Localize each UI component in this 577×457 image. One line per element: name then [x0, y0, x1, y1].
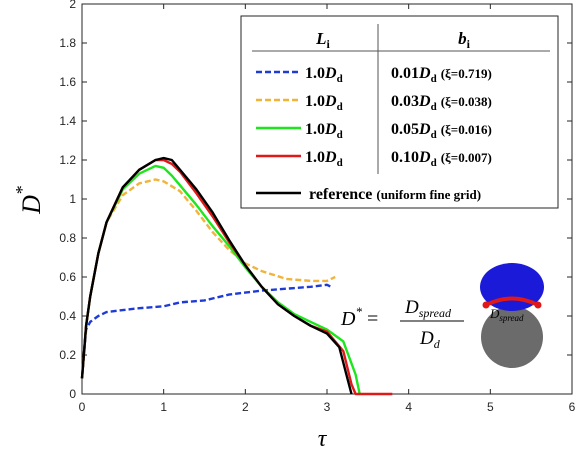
x-tick-label: 6 [569, 400, 576, 414]
y-tick-label: 1 [69, 192, 76, 206]
legend-b-value: 0.01Dd (ξ=0.719) [391, 65, 492, 85]
y-tick-label: 0.6 [59, 270, 76, 284]
x-axis-title: τ [318, 426, 328, 452]
equation-numerator: Dspread [404, 297, 452, 320]
legend-l-value: 1.0Dd [305, 93, 343, 113]
y-tick-label: 0.2 [59, 348, 76, 362]
x-tick-label: 4 [405, 400, 412, 414]
droplet-illustration: Dspread [480, 263, 544, 368]
legend-header-left: Li [315, 29, 330, 51]
y-tick-label: 1.6 [59, 75, 76, 89]
legend-l-value: 1.0Dd [305, 149, 343, 169]
x-tick-label: 2 [242, 400, 249, 414]
y-tick-label: 2 [69, 0, 76, 11]
legend-l-value: 1.0Dd [305, 121, 343, 141]
y-tick-label: 1.8 [59, 36, 76, 50]
legend-box [240, 15, 559, 209]
y-tick-label: 0.8 [59, 231, 76, 245]
y-tick-label: 0.4 [59, 309, 76, 323]
legend: Li bi 1.0Dd 0.01Dd (ξ=0.719) 1.0Dd 0.03Dd (ξ=… [240, 15, 559, 209]
legend-reference-label: reference (uniform fine grid) [309, 186, 481, 203]
x-tick-label: 0 [79, 400, 86, 414]
equation-denominator: Dd [419, 328, 441, 351]
spread-dot-left [482, 301, 490, 309]
y-axis-title: D* [12, 186, 46, 215]
axis-ticks: 0 1 2 3 4 5 6 0 0.2 0.4 0.6 0.8 1 1.2 1.4 1.6 1.8 2 [59, 0, 575, 414]
legend-header-right: bi [458, 29, 471, 51]
series-line-1 [80, 283, 332, 379]
equation: D* = Dspread Dd [340, 297, 464, 351]
y-axis-title-sup: * [12, 186, 32, 195]
legend-b-value: 0.05Dd (ξ=0.016) [391, 121, 492, 141]
x-tick-label: 3 [324, 400, 331, 414]
y-tick-label: 1.4 [59, 114, 76, 128]
x-tick-label: 1 [160, 400, 167, 414]
spread-arc [485, 296, 539, 307]
y-tick-label: 0 [69, 387, 76, 401]
y-axis-title-base: D [17, 195, 46, 215]
svg-text:D*: D* [12, 186, 46, 215]
x-tick-label: 5 [487, 400, 494, 414]
legend-l-value: 1.0Dd [305, 65, 343, 85]
legend-b-value: 0.03Dd (ξ=0.038) [391, 93, 492, 113]
substrate-sphere [481, 306, 543, 368]
series-lines [80, 156, 393, 396]
spread-label: Dspread [489, 306, 524, 323]
y-tick-label: 1.2 [59, 153, 76, 167]
legend-rows: 1.0Dd 0.01Dd (ξ=0.719) 1.0Dd 0.03Dd (ξ=0.038)… [256, 65, 492, 169]
spread-dot-right [534, 301, 542, 309]
equation-lhs: D* = [340, 304, 378, 330]
series-line-5 [80, 156, 353, 395]
legend-b-value: 0.10Dd (ξ=0.007) [391, 149, 492, 169]
